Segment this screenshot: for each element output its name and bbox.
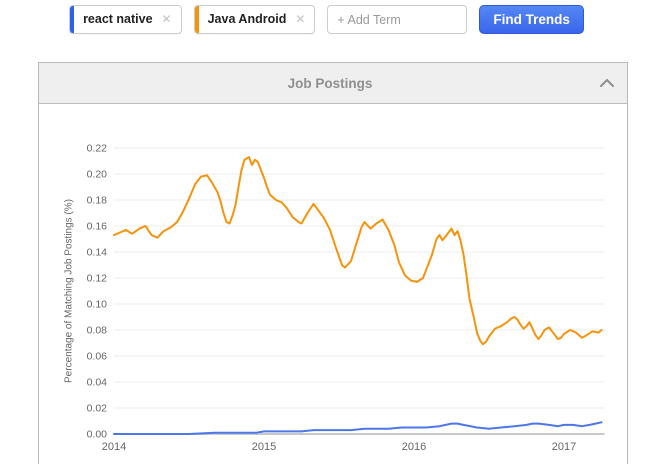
y-tick-label: 0.06 [87, 351, 108, 363]
y-tick-label: 0.14 [87, 247, 108, 259]
panel-title: Job Postings [287, 75, 373, 91]
y-tick-label: 0.18 [87, 195, 108, 207]
job-postings-panel: Job Postings Percentage of Matching Job … [38, 62, 628, 464]
term-color-accent [70, 6, 75, 33]
x-tick-label: 2016 [402, 441, 426, 453]
y-tick-label: 0.04 [87, 377, 108, 389]
panel-header[interactable]: Job Postings [39, 63, 627, 104]
x-tick-label: 2014 [102, 441, 126, 453]
find-trends-button[interactable]: Find Trends [479, 5, 584, 34]
remove-term-icon[interactable]: ✕ [161, 12, 172, 26]
collapse-panel-button[interactable] [593, 79, 621, 87]
search-terms-toolbar: react native ✕ Java Android ✕ Find Trend… [0, 5, 653, 34]
add-term-input[interactable] [327, 5, 468, 34]
y-tick-label: 0.08 [87, 325, 108, 337]
y-tick-label: 0.12 [87, 273, 108, 285]
y-tick-label: 0.10 [87, 299, 108, 311]
y-tick-label: 0.00 [87, 429, 108, 441]
y-tick-label: 0.02 [87, 403, 108, 415]
x-tick-label: 2017 [552, 441, 576, 453]
term-color-accent [194, 6, 199, 33]
chart-area: Percentage of Matching Job Postings (%) … [39, 104, 627, 464]
y-tick-label: 0.20 [87, 169, 108, 181]
y-tick-label: 0.22 [87, 143, 108, 155]
chevron-up-icon [600, 79, 614, 87]
term-chip-java-android[interactable]: Java Android ✕ [193, 5, 316, 34]
x-tick-label: 2015 [252, 441, 276, 453]
term-chip-react-native[interactable]: react native ✕ [69, 5, 182, 34]
remove-term-icon[interactable]: ✕ [295, 12, 306, 26]
series-line-java-android [113, 156, 603, 346]
series-line-react-native [113, 421, 603, 435]
term-label: Java Android [207, 12, 287, 26]
term-label: react native [83, 12, 153, 26]
y-tick-label: 0.16 [87, 221, 108, 233]
job-postings-chart: 0.00 0.02 0.04 0.06 0.08 0.10 0.12 0.14 0.16 0.18… [87, 143, 605, 453]
